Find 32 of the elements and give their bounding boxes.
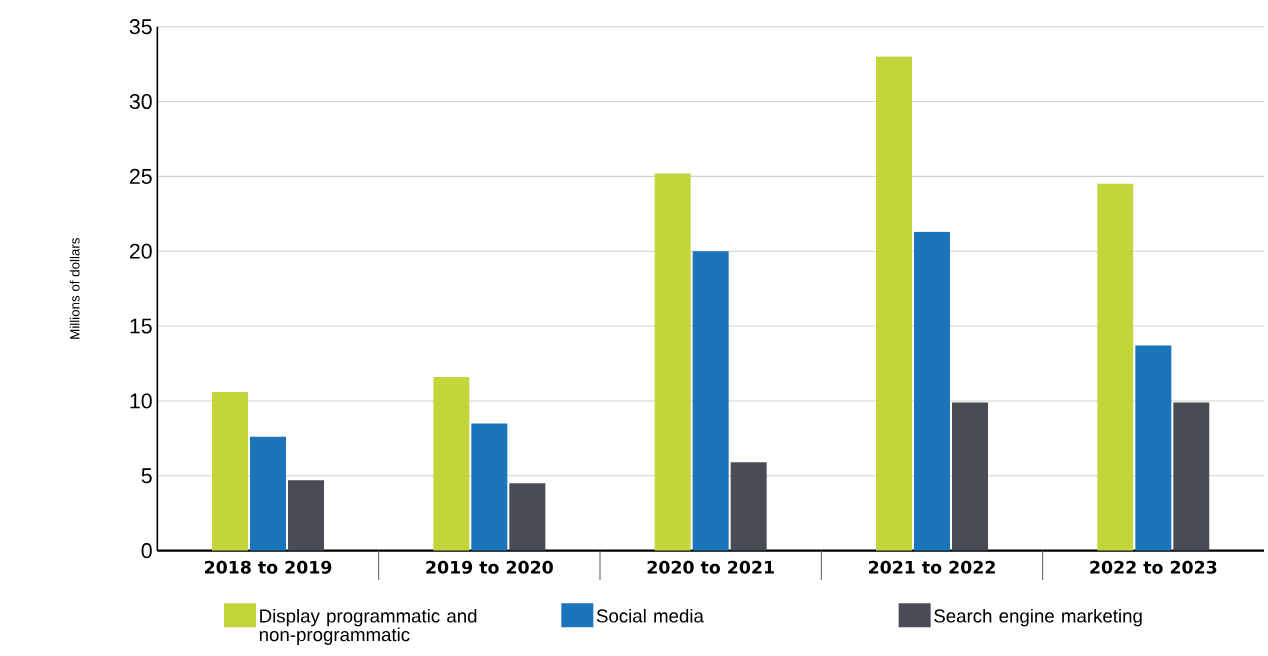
legend-label: Search engine marketing [934, 608, 1142, 627]
bar [1173, 402, 1210, 551]
y-tick-label: 25 [129, 168, 152, 184]
y-tick-label: 0 [141, 543, 152, 559]
bar [1097, 183, 1134, 551]
legend-label: Display programmatic and non-programmatic [259, 608, 477, 645]
bar [433, 376, 470, 551]
legend-label: Social media [596, 608, 704, 623]
y-tick-label: 10 [130, 393, 152, 409]
bar [914, 231, 950, 551]
x-tick-label: 2018 to 2019 [205, 560, 332, 574]
bar [1135, 345, 1172, 551]
bar [288, 480, 325, 551]
bar [654, 173, 691, 551]
bar [876, 56, 912, 551]
bar [509, 483, 546, 551]
y-tick-label: 35 [129, 19, 152, 35]
bar [250, 436, 287, 551]
y-tick-label: 20 [129, 243, 152, 259]
x-tick-label: 2021 to 2022 [869, 560, 995, 574]
bar [952, 402, 988, 551]
y-tick-label: 5 [141, 468, 152, 484]
y-tick-label: 30 [129, 93, 152, 110]
x-tick-label: 2019 to 2020 [426, 560, 553, 574]
bar [692, 251, 729, 551]
x-tick-label: 2022 to 2023 [1090, 560, 1217, 574]
bar [730, 462, 767, 551]
y-tick-label: 15 [130, 318, 152, 334]
bar [212, 391, 249, 551]
bar [471, 423, 508, 551]
y-axis-title: Millions of dollars [69, 238, 80, 339]
x-tick-label: 2020 to 2021 [647, 560, 774, 574]
